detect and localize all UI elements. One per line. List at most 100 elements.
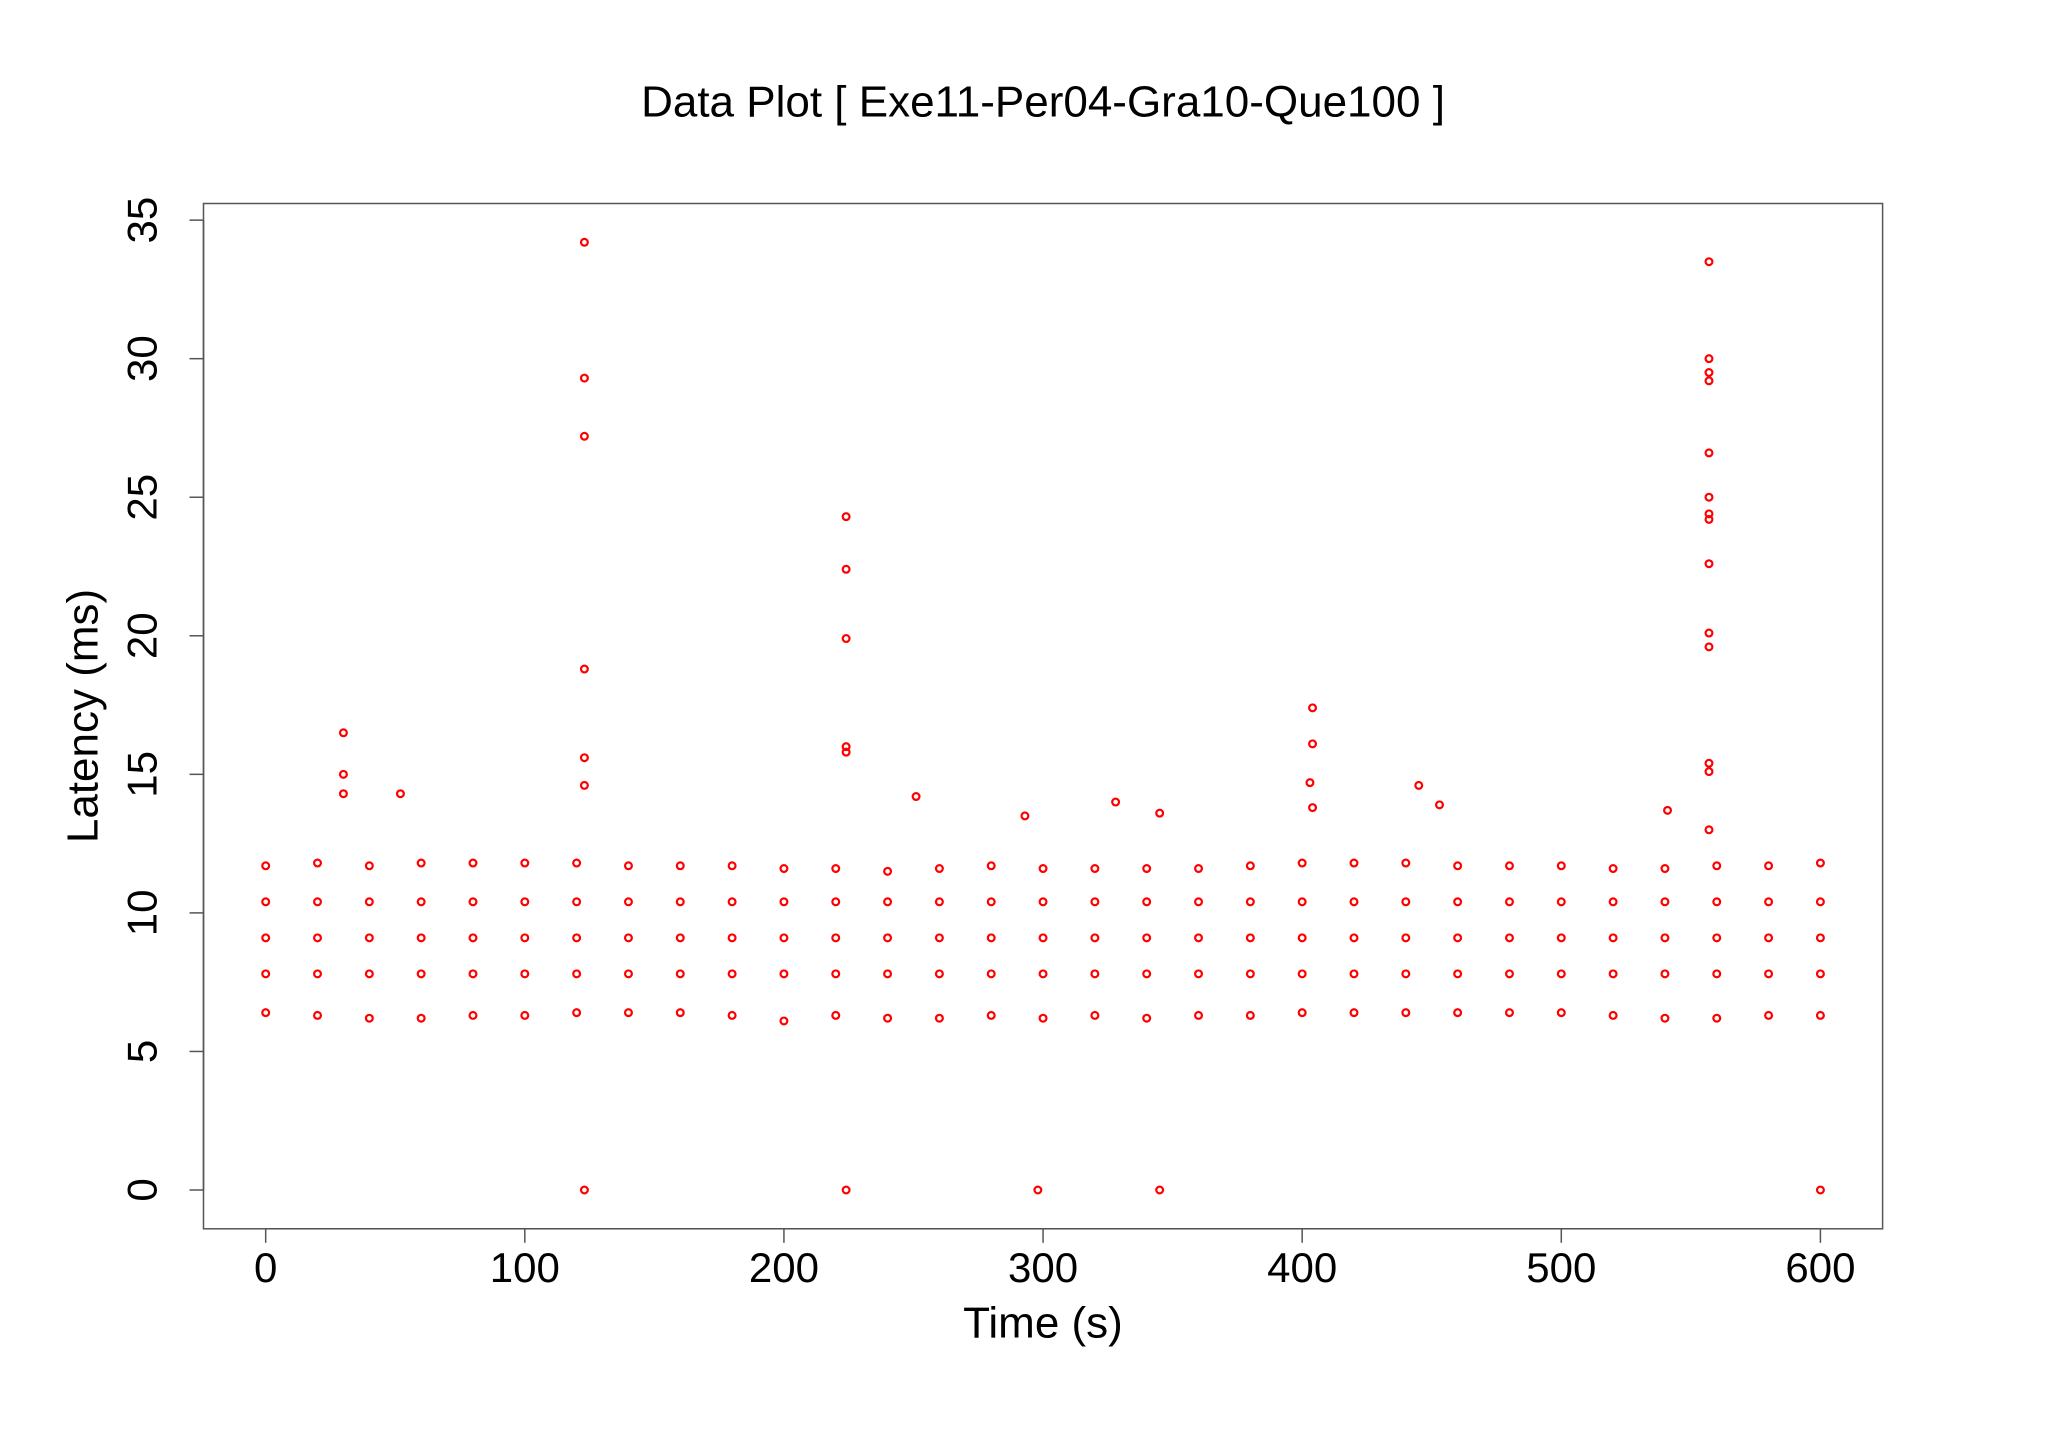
point: [841, 634, 851, 644]
point: [1435, 800, 1445, 810]
x-tick-label: 0: [254, 1244, 277, 1291]
y-tick-label: 5: [119, 1040, 166, 1063]
point: [1712, 861, 1722, 871]
point: [1453, 1008, 1463, 1018]
point: [883, 866, 893, 876]
point: [1142, 933, 1152, 943]
point: [1453, 933, 1463, 943]
point: [1660, 969, 1670, 979]
point: [1764, 861, 1774, 871]
point: [1401, 933, 1411, 943]
point: [986, 933, 996, 943]
y-tick-label: 20: [119, 612, 166, 659]
point: [779, 933, 789, 943]
point: [468, 969, 478, 979]
point: [1038, 969, 1048, 979]
point: [831, 1010, 841, 1020]
point: [579, 753, 589, 763]
point: [623, 897, 633, 907]
point: [883, 969, 893, 979]
chart-title: Data Plot [ Exe11-Per04-Gra10-Que100 ]: [641, 78, 1445, 127]
point: [986, 1010, 996, 1020]
point: [1297, 933, 1307, 943]
point: [1712, 897, 1722, 907]
point: [468, 897, 478, 907]
point: [1245, 969, 1255, 979]
point: [364, 933, 374, 943]
point: [1038, 933, 1048, 943]
point: [623, 933, 633, 943]
x-axis-title: Time (s): [963, 1299, 1123, 1348]
point: [1401, 897, 1411, 907]
point: [261, 861, 271, 871]
point: [883, 933, 893, 943]
point: [831, 933, 841, 943]
point: [364, 969, 374, 979]
point: [1038, 897, 1048, 907]
point: [1608, 864, 1618, 874]
point: [911, 792, 921, 802]
point: [261, 897, 271, 907]
point: [579, 1185, 589, 1195]
point: [779, 1016, 789, 1026]
x-tick-label: 600: [1785, 1244, 1855, 1291]
point: [364, 1013, 374, 1023]
point: [416, 858, 426, 868]
point: [1815, 897, 1825, 907]
point: [1704, 257, 1714, 267]
point: [1660, 933, 1670, 943]
point: [623, 1008, 633, 1018]
y-axis-title: Latency (ms): [59, 589, 108, 843]
point: [1349, 969, 1359, 979]
point: [1504, 969, 1514, 979]
point: [1504, 1008, 1514, 1018]
point: [520, 1010, 530, 1020]
point: [579, 373, 589, 383]
point: [1155, 808, 1165, 818]
point: [364, 897, 374, 907]
y-tick-label: 35: [119, 197, 166, 244]
point: [1660, 864, 1670, 874]
point: [1764, 969, 1774, 979]
point: [395, 789, 405, 799]
point: [1401, 858, 1411, 868]
point: [1704, 767, 1714, 777]
point: [1815, 1185, 1825, 1195]
point: [1815, 1010, 1825, 1020]
point: [1038, 1013, 1048, 1023]
point: [934, 897, 944, 907]
point: [1704, 368, 1714, 378]
point: [572, 858, 582, 868]
point: [1194, 933, 1204, 943]
point: [1608, 897, 1618, 907]
point: [579, 431, 589, 441]
y-tick-label: 0: [119, 1178, 166, 1201]
point: [1194, 969, 1204, 979]
point: [468, 858, 478, 868]
x-tick-label: 500: [1526, 1244, 1596, 1291]
point: [1764, 1010, 1774, 1020]
point: [1663, 805, 1673, 815]
point: [1038, 864, 1048, 874]
point: [727, 897, 737, 907]
point: [1704, 628, 1714, 638]
x-tick-label: 400: [1267, 1244, 1337, 1291]
point: [338, 789, 348, 799]
point: [1704, 514, 1714, 524]
point: [841, 742, 851, 752]
point: [338, 728, 348, 738]
x-tick-label: 100: [490, 1244, 560, 1291]
point: [520, 858, 530, 868]
point: [1349, 1008, 1359, 1018]
point: [883, 1013, 893, 1023]
point: [1020, 811, 1030, 821]
point: [1764, 933, 1774, 943]
point: [364, 861, 374, 871]
point: [1142, 969, 1152, 979]
point: [1349, 933, 1359, 943]
point: [1090, 969, 1100, 979]
point: [1712, 969, 1722, 979]
point: [1245, 933, 1255, 943]
